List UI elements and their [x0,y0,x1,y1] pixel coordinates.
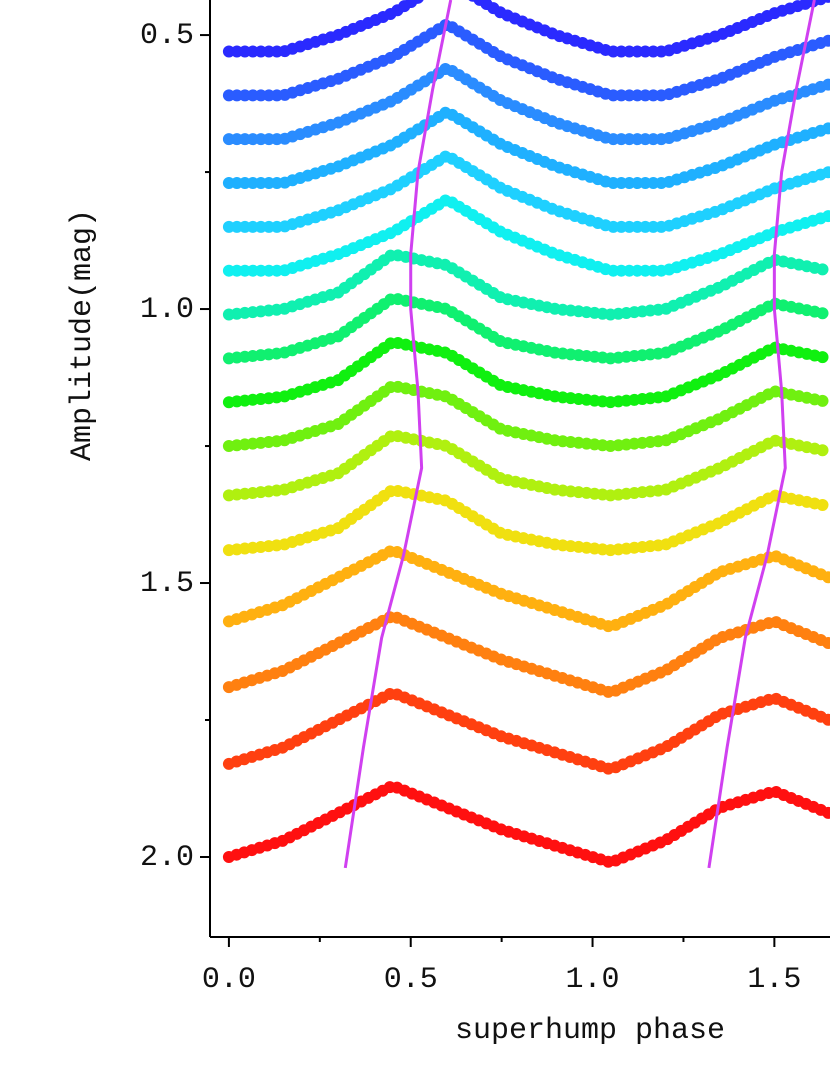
dot-band [222,609,830,699]
x-tick-label: 0.5 [384,963,438,997]
dot-band [222,779,830,869]
phase-line [707,0,816,869]
dot-band [222,543,830,634]
y-tick-label: 1.5 [140,567,194,601]
dot-band [222,483,830,557]
dot-band [222,17,830,102]
dot-band [222,247,830,321]
plot-area [222,0,830,869]
y-tick-label: 1.0 [140,293,194,327]
dot-band [222,104,830,190]
dot-band [222,192,830,277]
y-tick-label: 2.0 [140,841,194,875]
phase-line [343,0,453,869]
x-tick-label: 0.0 [202,963,256,997]
y-tick-label: 0.5 [140,19,194,53]
x-axis-label: superhump phase [455,1014,725,1048]
x-tick-label: 1.0 [566,963,620,997]
dot-band [222,60,830,146]
y-axis-label: Amplitude(mag) [66,209,100,461]
x-tick-label: 1.5 [747,963,801,997]
dot-band [222,428,830,502]
dot-band [222,0,830,58]
dot-band [222,686,830,776]
dot-band [222,148,830,233]
dot-band [222,379,830,453]
dot-band [222,291,830,365]
dot-band [222,335,830,409]
